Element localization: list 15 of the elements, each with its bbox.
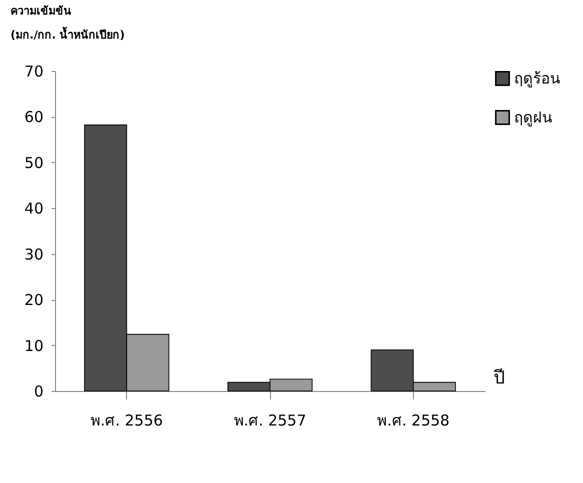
y-tick-label: 50 <box>24 154 44 172</box>
x-tick-label: พ.ศ. 2557 <box>234 412 306 430</box>
y-axis-title: ความเข้มข้น (มก./กก. น้ำหนักเปียก) <box>10 4 125 42</box>
y-tick-label: 0 <box>34 382 44 400</box>
y-tick-label: 70 <box>24 62 44 80</box>
y-tick-label: 20 <box>24 291 44 310</box>
x-axis-title: ปี <box>494 368 504 388</box>
legend-label: ฤดูฝน <box>514 108 552 126</box>
x-tick-label: พ.ศ. 2558 <box>377 412 450 430</box>
legend-label: ฤดูร้อน <box>514 70 560 88</box>
y-tick-label: 10 <box>24 336 44 355</box>
y-tick-label: 40 <box>24 200 44 218</box>
x-tick-label: พ.ศ. 2556 <box>90 412 163 430</box>
y-tick-label: 30 <box>24 245 44 264</box>
y-tick-label: 60 <box>24 108 44 126</box>
